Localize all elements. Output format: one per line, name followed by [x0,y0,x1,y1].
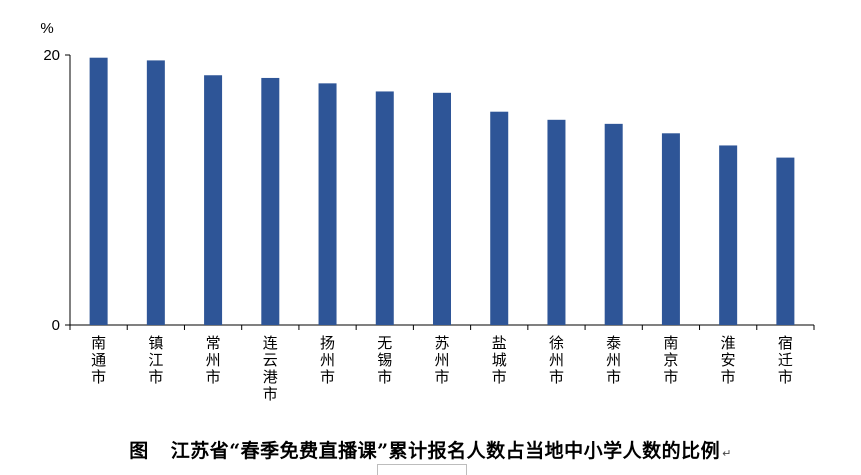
x-category-label: 扬 [320,334,335,352]
x-category-label: 无 [377,334,392,352]
x-category-label: 市 [91,368,106,386]
bar [204,75,223,325]
bar-chart: 020%南通市镇江市常州市连云港市扬州市无锡市苏州市盐城市徐州市泰州市南京市淮安… [40,20,815,403]
x-category-label: 泰 [606,334,621,352]
y-axis-unit-label: % [40,20,53,37]
x-category-label: 州 [549,351,564,369]
x-category-label: 市 [492,368,507,386]
x-category-label: 南 [91,334,106,352]
x-category-label: 江 [148,351,163,369]
x-category-label: 市 [606,368,621,386]
x-category-label: 市 [206,368,221,386]
x-category-label: 安 [721,351,736,369]
y-tick-label: 20 [43,47,60,64]
x-category-label: 通 [91,351,106,369]
x-category-label: 连 [263,334,278,352]
x-category-label: 盐 [492,334,507,352]
bar [146,60,165,326]
x-category-label: 港 [263,368,278,386]
bar [318,83,337,325]
x-category-label: 徐 [549,334,564,352]
x-category-label: 市 [377,368,392,386]
x-category-label: 南 [663,334,678,352]
x-category-label: 市 [320,368,335,386]
x-category-label: 市 [549,368,564,386]
x-category-label: 市 [663,368,678,386]
x-category-label: 市 [434,368,449,386]
bar [433,92,451,325]
caption-prefix: 图 [129,440,149,462]
bar [261,77,280,325]
x-category-label: 镇 [148,334,163,352]
x-category-label: 市 [721,368,736,386]
x-category-label: 城 [492,351,507,369]
bar [547,119,566,325]
x-category-label: 市 [148,368,163,386]
x-category-label: 京 [663,351,678,369]
x-category-label: 州 [434,351,449,369]
y-tick-label: 0 [52,317,60,334]
bar [719,145,738,325]
paragraph-return-icon: ↵ [722,447,732,460]
x-category-label: 迁 [778,351,793,369]
bar [776,157,795,325]
x-category-label: 州 [606,351,621,369]
x-category-label: 州 [206,351,221,369]
x-category-label: 淮 [721,334,736,352]
x-category-label: 苏 [434,334,449,352]
x-category-label: 常 [206,334,221,352]
bar [375,91,394,325]
bar [490,111,509,325]
x-category-label: 市 [263,385,278,403]
x-category-label: 云 [263,351,278,369]
figure-caption: 图江苏省“春季免费直播课”累计报名人数占当地中小学人数的比例 ↵ [0,436,861,463]
bar [604,123,623,325]
x-category-label: 锡 [377,351,392,369]
x-category-label: 市 [778,368,793,386]
bar [89,57,108,325]
x-category-label: 州 [320,351,335,369]
x-category-label: 宿 [778,334,793,352]
bar [661,133,680,325]
caption-text: 江苏省“春季免费直播课”累计报名人数占当地中小学人数的比例 [170,440,721,462]
